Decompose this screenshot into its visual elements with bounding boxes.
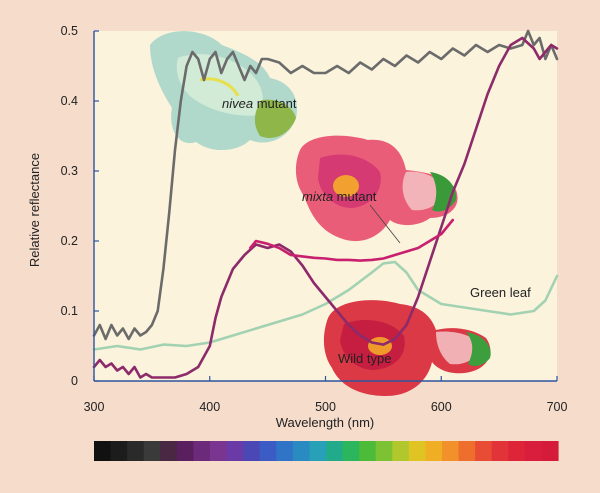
spectrum-segment [541, 441, 559, 461]
mixta-label-italic: mixta [302, 189, 333, 204]
x-tick-label: 500 [315, 400, 336, 414]
spectrum-segment [375, 441, 393, 461]
series-line-nivea-mutant [92, 29, 559, 341]
spectrum-segment [408, 441, 427, 461]
y-tick-label: 0.1 [61, 304, 78, 318]
wild-type-flower-image [323, 300, 491, 396]
spectrum-segment [326, 441, 344, 461]
y-tick-label: 0.3 [61, 164, 78, 178]
series-line-wild-type [92, 36, 559, 379]
spectrum-segment [425, 441, 443, 461]
y-tick-label: 0.4 [61, 94, 78, 108]
spectrum-segment [392, 441, 410, 461]
nivea-label-italic: nivea [222, 96, 253, 111]
spectrum-segment [127, 441, 145, 461]
nivea-label-rest: mutant [253, 96, 297, 111]
spectrum-segment [309, 441, 327, 461]
spectrum-segment [475, 441, 493, 461]
x-axis-title: Wavelength (nm) [276, 415, 375, 430]
spectrum-segment [276, 441, 294, 461]
x-tick-label: 700 [547, 400, 568, 414]
spectrum-segment [160, 441, 178, 461]
spectrum-segment [442, 441, 460, 461]
wild-type-label: Wild type [338, 351, 391, 366]
x-ticks: 300 400 500 600 700 [84, 376, 568, 414]
series-line-green-leaf [92, 260, 559, 351]
spectrum-segment [342, 441, 360, 461]
series-line-mixta-mutant [249, 218, 455, 262]
spectrum-segment [359, 441, 377, 461]
spectrum-segment [176, 441, 195, 461]
y-ticks: 0 0.1 0.2 0.3 0.4 0.5 [61, 24, 99, 388]
x-tick-label: 400 [199, 400, 220, 414]
y-axis-title: Relative reflectance [27, 153, 42, 267]
spectrum-bar [94, 441, 559, 461]
series-layer [92, 29, 559, 379]
spectrum-segment [226, 441, 244, 461]
spectrum-segment [292, 441, 311, 461]
spectrum-segment [491, 441, 509, 461]
spectrum-segment [524, 441, 543, 461]
spectrum-segment [210, 441, 228, 461]
spectrum-segment [259, 441, 277, 461]
spectrum-segment [193, 441, 211, 461]
spectrum-segment [458, 441, 476, 461]
y-tick-label: 0.5 [61, 24, 78, 38]
mixta-label-rest: mutant [333, 189, 377, 204]
mixta-leader-line [369, 204, 401, 244]
spectrum-segment [110, 441, 128, 461]
spectrum-segment [94, 441, 112, 461]
x-tick-label: 600 [431, 400, 452, 414]
spectrum-segment [243, 441, 261, 461]
spectrum-segment [143, 441, 161, 461]
y-tick-label: 0 [71, 374, 78, 388]
y-tick-label: 0.2 [61, 234, 78, 248]
spectrum-segment [508, 441, 526, 461]
mixta-label: mixta mutant [302, 189, 377, 204]
nivea-label: nivea mutant [222, 96, 297, 111]
green-leaf-label: Green leaf [470, 285, 531, 300]
mixta-flower-image [295, 135, 458, 242]
x-tick-label: 300 [84, 400, 105, 414]
